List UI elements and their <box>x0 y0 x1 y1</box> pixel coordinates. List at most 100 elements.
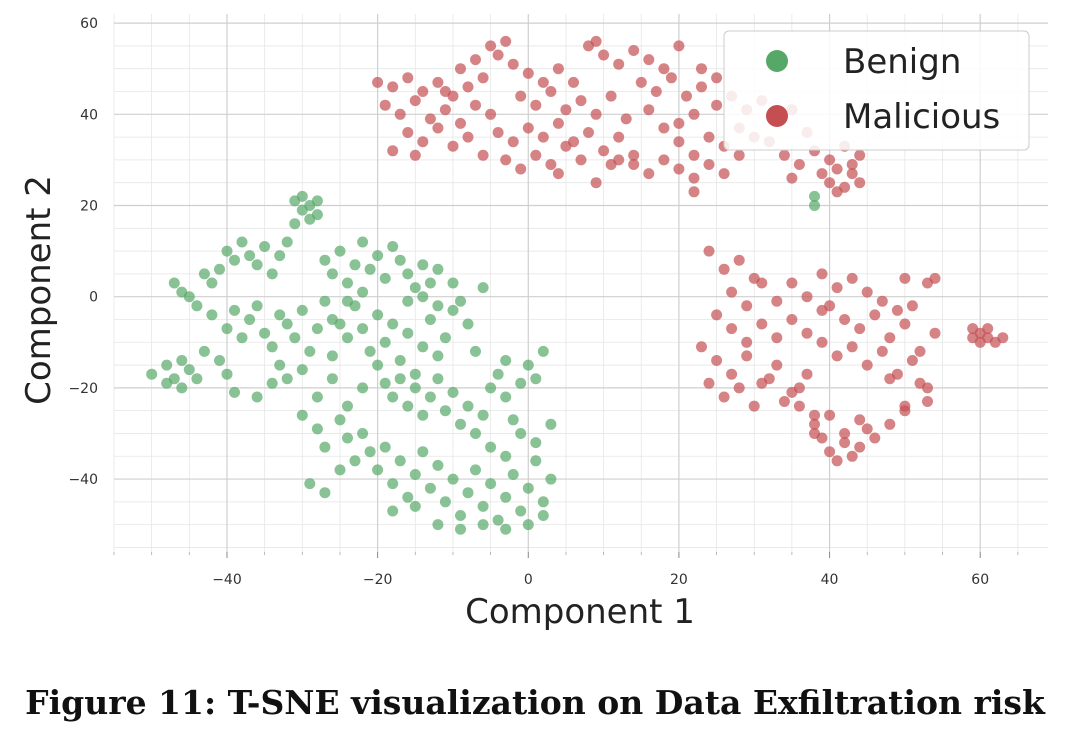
point-benign <box>372 250 384 262</box>
point-benign <box>439 496 451 508</box>
point-malicious <box>816 336 828 348</box>
point-malicious <box>394 108 406 120</box>
point-malicious <box>409 95 421 107</box>
point-benign <box>311 323 323 335</box>
legend-marker-benign <box>766 50 788 72</box>
point-malicious <box>884 332 896 344</box>
point-malicious <box>681 90 692 102</box>
point-malicious <box>372 76 384 88</box>
point-malicious <box>432 76 444 88</box>
point-benign <box>364 345 376 357</box>
point-benign <box>251 391 263 403</box>
point-malicious <box>741 300 753 312</box>
point-malicious <box>726 286 738 298</box>
point-benign <box>334 414 346 426</box>
point-malicious <box>906 300 918 312</box>
point-malicious <box>500 35 512 47</box>
point-malicious <box>500 154 512 166</box>
point-malicious <box>590 177 602 189</box>
point-benign <box>183 291 195 303</box>
point-malicious <box>485 108 497 120</box>
point-malicious <box>552 168 564 180</box>
point-benign <box>409 469 421 480</box>
x-axis-title: Component 1 <box>465 592 695 632</box>
point-malicious <box>552 117 564 129</box>
point-benign <box>198 268 210 280</box>
point-benign <box>259 241 271 252</box>
point-malicious <box>703 377 715 389</box>
point-malicious <box>613 58 625 70</box>
point-malicious <box>439 104 451 116</box>
point-benign <box>146 368 158 380</box>
point-malicious <box>537 76 549 88</box>
point-malicious <box>922 396 933 407</box>
point-malicious <box>643 54 655 66</box>
point-benign <box>485 382 497 394</box>
point-malicious <box>643 168 655 180</box>
point-malicious <box>530 99 542 111</box>
point-benign <box>372 464 384 476</box>
point-benign <box>447 473 459 485</box>
point-malicious <box>665 72 677 84</box>
point-malicious <box>854 414 866 426</box>
major-grid <box>114 14 1048 552</box>
point-benign <box>244 314 256 325</box>
point-benign <box>409 500 421 512</box>
point-malicious <box>575 154 587 166</box>
point-benign <box>424 277 436 289</box>
point-malicious <box>846 168 858 180</box>
point-benign <box>545 418 557 430</box>
point-benign <box>326 350 338 362</box>
point-malicious <box>839 314 851 325</box>
point-malicious <box>778 396 790 407</box>
y-tick-label: 20 <box>80 198 98 214</box>
point-malicious <box>809 418 820 430</box>
point-benign <box>221 323 233 335</box>
point-benign <box>379 377 391 389</box>
point-benign <box>402 268 414 280</box>
point-benign <box>387 391 399 403</box>
y-axis-title: Component 2 <box>19 175 59 405</box>
point-malicious <box>545 86 557 97</box>
point-malicious <box>846 159 858 170</box>
point-malicious <box>748 400 760 412</box>
point-benign <box>409 368 421 380</box>
point-benign <box>304 213 316 225</box>
point-benign <box>432 263 444 275</box>
point-benign <box>161 359 173 371</box>
point-malicious <box>402 127 414 138</box>
point-benign <box>500 450 512 462</box>
point-benign <box>319 254 331 266</box>
point-malicious <box>771 295 783 307</box>
x-tick-label: 0 <box>524 572 533 588</box>
point-malicious <box>756 277 768 289</box>
point-benign <box>470 428 481 439</box>
legend-marker-malicious <box>766 105 788 127</box>
point-benign <box>417 446 429 458</box>
point-malicious <box>560 140 572 152</box>
point-malicious <box>899 272 911 284</box>
point-malicious <box>688 149 700 161</box>
point-benign <box>266 268 278 280</box>
point-benign <box>402 327 414 339</box>
point-benign <box>424 314 436 325</box>
point-benign <box>289 332 301 344</box>
y-tick-label: 0 <box>89 290 98 306</box>
point-malicious <box>688 108 700 120</box>
point-benign <box>545 473 557 485</box>
point-malicious <box>492 49 504 61</box>
point-malicious <box>703 245 715 257</box>
point-malicious <box>809 428 820 439</box>
point-malicious <box>718 391 730 403</box>
point-malicious <box>793 400 805 412</box>
point-malicious <box>432 122 444 134</box>
y-ticks: −40 −20 0 20 40 60 <box>68 16 98 488</box>
point-malicious <box>718 168 730 180</box>
point-malicious <box>861 359 873 371</box>
point-malicious <box>515 90 527 102</box>
point-benign <box>485 441 497 453</box>
point-malicious <box>756 318 768 330</box>
point-malicious <box>598 49 610 61</box>
point-malicious <box>929 272 941 284</box>
